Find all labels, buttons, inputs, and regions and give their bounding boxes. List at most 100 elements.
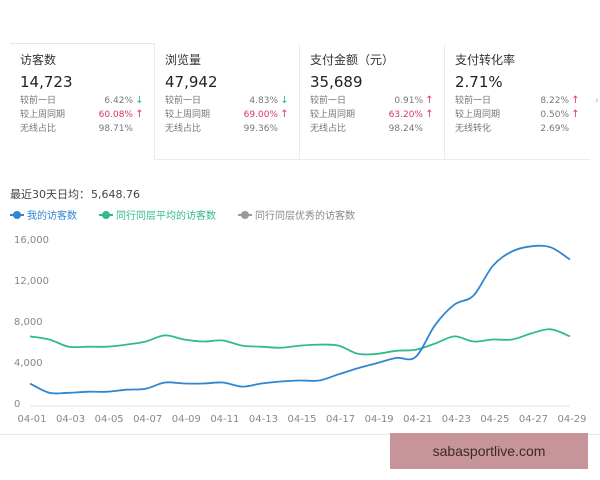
metric-title: 访客数 [20, 53, 57, 67]
legend-marker-icon [238, 210, 252, 219]
comparison-value: 63.20% [388, 110, 423, 120]
legend-peer-average[interactable]: 同行同层平均的访客数 [99, 207, 216, 222]
comparison-label: 无线占比 [20, 124, 57, 134]
comparison-value: 4.83% [249, 96, 278, 106]
arrow-up-icon: ↑ [571, 109, 580, 120]
arrow-up-icon: ↑ [571, 95, 580, 106]
comparison-label: 较前一日 [455, 96, 492, 106]
scroll-indicator-icon[interactable]: › [595, 96, 599, 106]
metric-comparison-row: 较上周同期 69.00% ↑ [165, 108, 289, 122]
series-line-my-visitors[interactable] [29, 244, 571, 395]
x-tick-label: 04-07 [133, 414, 162, 425]
comparison-value: 60.08% [98, 110, 133, 120]
metric-card[interactable]: 浏览量 47,942 较前一日 4.83% ↓ 较上周同期 69.00% ↑ 无线占比 99.36… [155, 44, 300, 160]
metric-comparison-row: 无线占比 99.36% [165, 122, 289, 136]
comparison-label: 较前一日 [20, 96, 57, 106]
x-tick-label: 04-27 [519, 414, 548, 425]
metric-comparison-row: 较上周同期 63.20% ↑ [310, 108, 434, 122]
watermark: sabasportlive.com [390, 433, 588, 469]
arrow-up-icon: ↑ [280, 109, 289, 120]
metric-comparison-row: 无线转化 2.69% [455, 122, 580, 136]
metric-comparison-row: 无线占比 98.71% [20, 122, 144, 136]
legend-my-visitors[interactable]: 我的访客数 [10, 207, 77, 222]
visitor-trend-chart[interactable]: 0 4,000 8,000 12,000 16,000 04-01 04-03 04-05 04… [0, 225, 600, 433]
y-tick-label: 4,000 [14, 358, 43, 369]
metric-value: 35,689 [310, 73, 363, 91]
arrow-up-icon: ↑ [425, 95, 434, 106]
arrow-down-icon: ↓ [280, 95, 289, 106]
metric-title: 浏览量 [165, 53, 202, 67]
x-tick-label: 04-25 [480, 414, 509, 425]
comparison-label: 无线占比 [310, 124, 347, 134]
comparison-value: 6.42% [104, 96, 133, 106]
arrow-placeholder [280, 122, 289, 136]
legend-peer-excellent[interactable]: 同行同层优秀的访客数 [238, 207, 355, 222]
y-tick-label: 8,000 [14, 317, 43, 328]
comparison-label: 较前一日 [165, 96, 202, 106]
comparison-label: 较上周同期 [310, 110, 356, 120]
comparison-label: 无线占比 [165, 124, 202, 134]
x-tick-label: 04-21 [403, 414, 432, 425]
legend-label: 我的访客数 [27, 211, 77, 222]
comparison-value: 8.22% [540, 96, 569, 106]
comparison-value: 2.69% [540, 124, 569, 134]
arrow-up-icon: ↑ [135, 109, 144, 120]
metric-comparison-row: 较前一日 0.91% ↑ [310, 94, 434, 108]
comparison-label: 无线转化 [455, 124, 492, 134]
x-tick-label: 04-19 [365, 414, 394, 425]
comparison-value: 98.71% [98, 124, 133, 134]
x-tick-label: 04-23 [442, 414, 471, 425]
arrow-up-icon: ↑ [425, 109, 434, 120]
metric-card[interactable]: 访客数 14,723 较前一日 6.42% ↓ 较上周同期 60.08% ↑ 无线占比 98.71… [10, 44, 155, 160]
legend-label: 同行同层平均的访客数 [116, 211, 216, 222]
metric-comparison-row: 较上周同期 0.50% ↑ [455, 108, 580, 122]
x-tick-label: 04-29 [557, 414, 586, 425]
comparison-label: 较上周同期 [455, 110, 501, 120]
comparison-value: 0.91% [394, 96, 423, 106]
x-tick-label: 04-11 [210, 414, 239, 425]
chart-legend: 我的访客数 同行同层平均的访客数 同行同层优秀的访客数 [10, 207, 377, 222]
metric-comparison-row: 较前一日 4.83% ↓ [165, 94, 289, 108]
y-tick-label: 16,000 [14, 235, 49, 246]
x-tick-label: 04-13 [249, 414, 278, 425]
daily-average-value: 5,648.76 [91, 188, 140, 201]
metric-value: 2.71% [455, 73, 503, 91]
metric-title: 支付转化率 [455, 53, 516, 67]
x-tick-label: 04-15 [287, 414, 316, 425]
metric-comparison-row: 较前一日 6.42% ↓ [20, 94, 144, 108]
legend-label: 同行同层优秀的访客数 [255, 211, 355, 222]
comparison-label: 较前一日 [310, 96, 347, 106]
metric-comparison-row: 无线占比 98.24% [310, 122, 434, 136]
comparison-label: 较上周同期 [20, 110, 66, 120]
metric-card[interactable]: 支付转化率 2.71% 较前一日 8.22% ↑ 较上周同期 0.50% ↑ 无线转化 2.69% [445, 44, 590, 160]
daily-average-label: 最近30天日均： [10, 188, 90, 201]
comparison-value: 98.24% [388, 124, 423, 134]
metric-cards: 访客数 14,723 较前一日 6.42% ↓ 较上周同期 60.08% ↑ 无线占比 98.71… [10, 44, 594, 160]
arrow-placeholder [135, 122, 144, 136]
metric-value: 47,942 [165, 73, 218, 91]
x-tick-label: 04-03 [56, 414, 85, 425]
arrow-down-icon: ↓ [135, 95, 144, 106]
comparison-label: 较上周同期 [165, 110, 211, 120]
metric-card[interactable]: 支付金额（元） 35,689 较前一日 0.91% ↑ 较上周同期 63.20% ↑ 无线占比 9… [300, 44, 445, 160]
metric-value: 14,723 [20, 73, 73, 91]
metric-comparison-row: 较前一日 8.22% ↑ [455, 94, 580, 108]
arrow-placeholder [571, 122, 580, 136]
arrow-placeholder [425, 122, 434, 136]
metric-title: 支付金额（元） [310, 53, 395, 67]
divider [0, 434, 600, 435]
legend-marker-icon [99, 210, 113, 219]
metric-comparison-row: 较上周同期 60.08% ↑ [20, 108, 144, 122]
x-tick-label: 04-17 [326, 414, 355, 425]
legend-marker-icon [10, 210, 24, 219]
series-line-peer-average[interactable] [29, 328, 571, 356]
y-tick-label: 12,000 [14, 276, 49, 287]
comparison-value: 69.00% [243, 110, 278, 120]
x-tick-label: 04-05 [95, 414, 124, 425]
daily-average: 最近30天日均：5,648.76 [10, 186, 140, 202]
comparison-value: 99.36% [243, 124, 278, 134]
y-tick-label: 0 [14, 399, 20, 410]
x-tick-label: 04-01 [17, 414, 46, 425]
x-tick-label: 04-09 [172, 414, 201, 425]
comparison-value: 0.50% [540, 110, 569, 120]
